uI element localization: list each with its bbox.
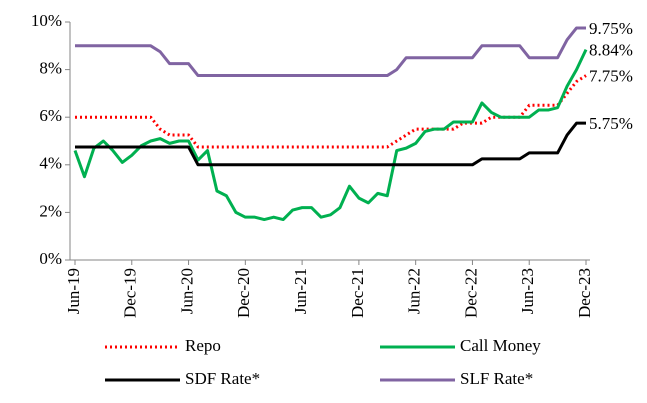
y-tick-label: 6% — [39, 106, 62, 125]
y-tick-label: 4% — [39, 154, 62, 173]
line-series — [75, 74, 587, 149]
data-label: 7.75% — [589, 66, 633, 85]
x-tick-label: Jun-20 — [177, 268, 196, 314]
x-tick-label: Jun-22 — [405, 268, 424, 314]
legend-label: SDF Rate* — [185, 369, 260, 388]
x-tick-label: Jun-21 — [291, 268, 310, 314]
y-tick-label: 0% — [39, 249, 62, 268]
x-tick-label: Dec-19 — [121, 268, 140, 318]
legend-label: Repo — [185, 336, 221, 355]
x-tick-label: Dec-21 — [348, 268, 367, 318]
legend-label: Call Money — [460, 336, 541, 355]
data-label: 8.84% — [589, 41, 633, 60]
legend-label: SLF Rate* — [460, 369, 533, 388]
data-label: 9.75% — [589, 19, 633, 38]
y-tick-label: 10% — [31, 11, 62, 30]
x-tick-label: Dec-20 — [234, 268, 253, 318]
x-tick-label: Jun-23 — [518, 268, 537, 314]
line-series — [75, 121, 586, 167]
y-tick-label: 2% — [39, 201, 62, 220]
y-tick-label: 8% — [39, 59, 62, 78]
line-series — [75, 26, 586, 78]
data-label: 5.75% — [589, 114, 633, 133]
line-series — [73, 48, 588, 222]
x-tick-label: Jun-19 — [64, 268, 83, 314]
x-tick-label: Dec-23 — [575, 268, 594, 318]
x-tick-label: Dec-22 — [461, 268, 480, 318]
